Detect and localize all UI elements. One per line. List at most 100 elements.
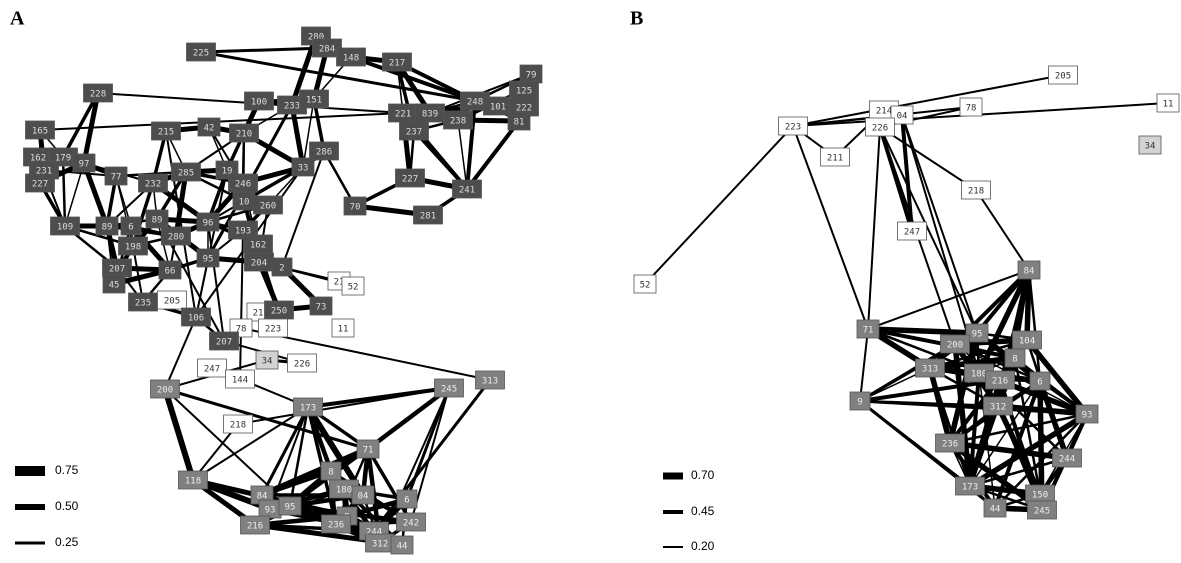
node-label: 312 [372, 540, 388, 550]
node [351, 485, 375, 505]
node [965, 323, 989, 343]
edge [879, 126, 977, 191]
node-label: 84 [1024, 267, 1035, 277]
node-label: 52 [348, 283, 359, 293]
node-label: 227 [402, 175, 418, 185]
edges [36, 34, 1169, 548]
node-label: 246 [235, 180, 251, 190]
node [196, 212, 220, 232]
node-label: 97 [79, 160, 90, 170]
node [50, 216, 80, 236]
node-label: 205 [1055, 72, 1071, 82]
edge [949, 440, 1068, 461]
node [413, 205, 443, 225]
node-label: 21 [334, 278, 345, 288]
node [940, 334, 970, 354]
node-label: 180 [971, 370, 987, 380]
node-label: 200 [157, 386, 173, 396]
edge [61, 156, 67, 227]
node-label: 250 [271, 307, 287, 317]
node [961, 180, 991, 200]
node [382, 52, 412, 72]
node [209, 331, 239, 351]
node-label: 93 [265, 506, 276, 516]
node-label: 247 [904, 228, 920, 238]
edge [366, 386, 451, 451]
legend-label: 0.70 [691, 468, 715, 482]
node-label: 9 [857, 398, 862, 408]
node [452, 179, 482, 199]
node [1075, 404, 1099, 424]
node [959, 97, 983, 117]
node-label: 19 [222, 167, 233, 177]
node [396, 512, 426, 532]
edge [867, 327, 978, 335]
node [1017, 260, 1041, 280]
edge [372, 379, 492, 532]
node-label: 89 [102, 223, 113, 233]
node-label: 198 [125, 243, 141, 253]
node [278, 496, 302, 516]
node [104, 166, 128, 186]
node-label: 73 [316, 303, 327, 313]
edge [307, 386, 450, 409]
edge [239, 229, 244, 380]
edge [792, 74, 1064, 127]
node [197, 358, 227, 378]
node-label: 285 [178, 169, 194, 179]
node [443, 110, 473, 130]
node [849, 391, 871, 411]
node [778, 116, 808, 136]
node-label: 223 [785, 123, 801, 133]
node [820, 147, 850, 167]
node-label: 8 [1012, 355, 1017, 365]
node-label: 162 [30, 154, 46, 164]
node-label: 81 [514, 118, 525, 128]
node-label: 52 [640, 281, 651, 291]
node-label: 839 [422, 110, 438, 120]
node [434, 378, 464, 398]
node [25, 173, 55, 193]
node [343, 196, 367, 216]
edge [302, 98, 315, 168]
edge [975, 189, 1030, 271]
edge [405, 387, 451, 500]
panel-label: B [630, 8, 643, 30]
edge [644, 125, 794, 285]
node-label: 227 [32, 180, 48, 190]
node-label: 207 [109, 265, 125, 275]
edge [901, 114, 978, 334]
node-label: 84 [257, 492, 268, 502]
node [935, 433, 965, 453]
node-label: 217 [389, 59, 405, 69]
node-label: 216 [992, 377, 1008, 387]
node [356, 439, 380, 459]
node-label: 42 [204, 124, 215, 134]
edge [200, 46, 328, 54]
node [287, 353, 317, 373]
node [291, 157, 315, 177]
node [186, 42, 216, 62]
node [475, 370, 505, 390]
node-label: 04 [358, 492, 369, 502]
node-label: 34 [262, 357, 273, 367]
node-label: 78 [966, 104, 977, 114]
node [225, 369, 255, 389]
node [255, 350, 279, 370]
node-label: 6 [1037, 378, 1042, 388]
edge [949, 412, 1088, 445]
node [196, 248, 220, 268]
node [1027, 500, 1057, 520]
node-label: 34 [1145, 142, 1156, 152]
node [1052, 448, 1082, 468]
node [983, 498, 1007, 518]
node-label: 04 [897, 112, 908, 122]
node-label: 162 [250, 241, 266, 251]
node-label: 180 [336, 486, 352, 496]
edge [465, 119, 521, 191]
node [157, 290, 187, 310]
node-label: 200 [947, 341, 963, 351]
node-label: 215 [158, 128, 174, 138]
edge [859, 378, 1001, 403]
legend-label: 0.75 [55, 463, 79, 477]
